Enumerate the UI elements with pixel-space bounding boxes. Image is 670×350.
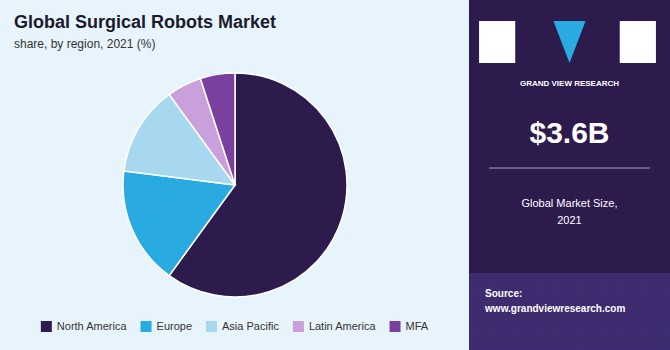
chart: Global Surgical Robots Market share, by r… (0, 0, 670, 350)
divider (489, 168, 650, 169)
sidebar-pattern (469, 335, 670, 336)
sidebar-bottom (469, 273, 670, 350)
sidebar-pattern (469, 314, 670, 315)
text-line: GRAND VIEW RESEARCH (520, 79, 619, 88)
sidebar (469, 0, 670, 350)
legend-label: Latin America (309, 320, 377, 332)
annotation: Source: www.grandviewresearch.com (484, 288, 625, 314)
subtitle: share, by region, 2021 (%) (14, 37, 155, 51)
pie (123, 73, 347, 297)
legend-swatch (293, 321, 304, 332)
sidebar-pattern (469, 301, 670, 302)
sidebar-pattern (473, 273, 474, 350)
sidebar-pattern (644, 273, 645, 350)
legend-swatch (206, 321, 217, 332)
legend-label: MFA (406, 320, 429, 332)
sidebar-pattern (469, 274, 670, 275)
sidebar-pattern (665, 273, 666, 350)
text-line: Source: (485, 288, 522, 299)
annotation: Global Market Size, 2021 (522, 197, 618, 226)
text-line: Global Market Size, (522, 197, 618, 209)
text-line: 2021 (557, 214, 581, 226)
legend: North America Europe Asia Pacific Latin Ame… (41, 320, 429, 332)
legend-swatch (141, 321, 152, 332)
pie-slice (123, 171, 235, 276)
sidebar-pattern (469, 321, 670, 322)
logo-box (620, 21, 656, 63)
sidebar-pattern (469, 328, 670, 329)
text-line: www.grandviewresearch.com (484, 303, 625, 314)
sidebar-pattern (469, 281, 670, 282)
sidebar-pattern (469, 341, 670, 342)
logo-triangle (553, 21, 585, 63)
annotation: $3.6B (529, 116, 609, 149)
text-line: $3.6B (529, 116, 609, 149)
legend-label: Europe (157, 320, 192, 332)
sidebar-pattern (469, 348, 670, 349)
annotation: GRAND VIEW RESEARCH (520, 79, 619, 88)
logo-box (479, 21, 515, 63)
legend-label: North America (57, 320, 128, 332)
legend-swatch (41, 321, 52, 332)
title: Global Surgical Robots Market (14, 12, 276, 32)
sidebar-bg (469, 0, 670, 350)
legend-label: Asia Pacific (222, 320, 279, 332)
pie-slice (200, 73, 235, 185)
background (0, 0, 670, 350)
legend-swatch (390, 321, 401, 332)
